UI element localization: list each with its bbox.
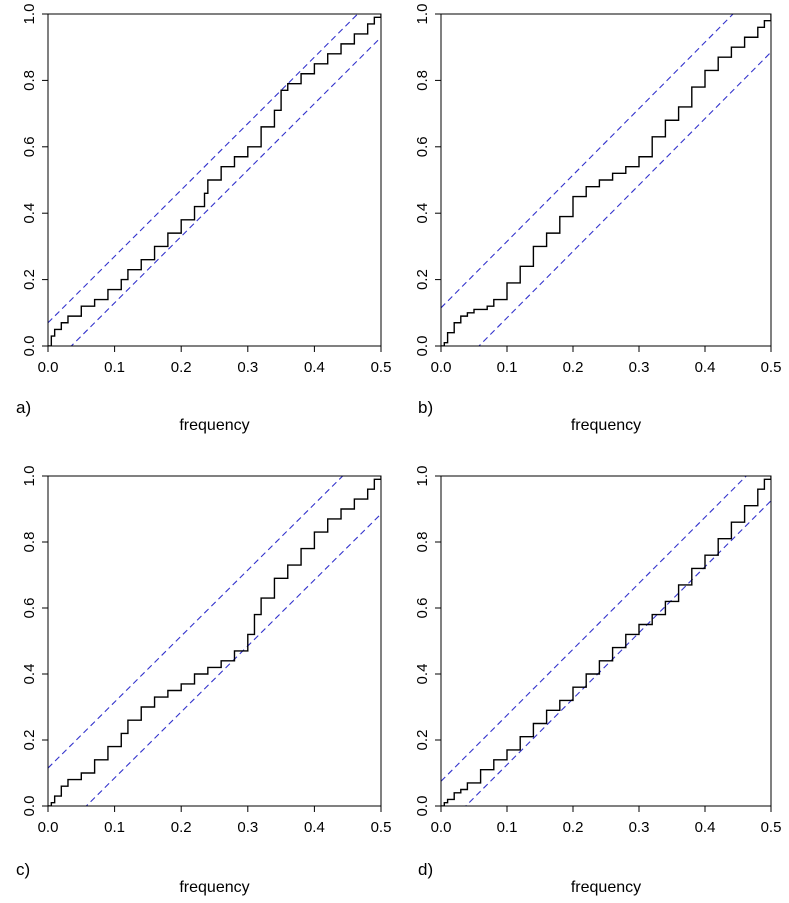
lower-band-line — [478, 51, 771, 346]
y-tick-label: 0.0 — [21, 796, 38, 817]
panel-b: 0.0 0.1 0.2 0.3 0.4 0.5 0.0 0.2 0.4 0.6 0.8 1.0 freq… — [414, 4, 782, 434]
x-tick-label: 0.0 — [431, 819, 452, 836]
upper-band-line — [48, 14, 359, 324]
y-tick-label: 0.2 — [21, 730, 38, 751]
x-axis-label: frequency — [571, 417, 641, 434]
x-tick-label: 0.3 — [237, 359, 258, 376]
cumulative-periodogram-line — [441, 14, 771, 346]
y-tick-label: 1.0 — [414, 466, 431, 487]
x-tick-label: 0.3 — [629, 819, 650, 836]
y-tick-label: 1.0 — [21, 4, 38, 25]
x-tick-label: 0.1 — [104, 359, 125, 376]
x-tick-label: 0.1 — [104, 819, 125, 836]
x-tick-label: 0.0 — [38, 359, 59, 376]
y-tick-label: 0.4 — [414, 203, 431, 224]
y-tick-label: 0.2 — [414, 730, 431, 751]
y-tick-label: 0.6 — [414, 136, 431, 157]
y-tick-label: 0.8 — [414, 70, 431, 91]
y-tick-label: 0.2 — [414, 269, 431, 290]
y-tick-label: 0.6 — [21, 136, 38, 157]
x-tick-label: 0.2 — [171, 359, 192, 376]
x-tick-label: 0.4 — [695, 359, 716, 376]
x-tick-label: 0.1 — [497, 819, 518, 836]
y-tick-label: 0.6 — [414, 598, 431, 619]
y-tick-label: 0.6 — [21, 598, 38, 619]
panel-label-d: d) — [418, 860, 434, 879]
cumulative-periodogram-line — [441, 476, 771, 806]
x-tick-label: 0.4 — [304, 819, 325, 836]
x-tick-label: 0.3 — [237, 819, 258, 836]
x-tick-label: 0.4 — [304, 359, 325, 376]
x-axis-label: frequency — [179, 879, 249, 896]
y-tick-label: 0.8 — [21, 532, 38, 553]
panel-d: 0.0 0.1 0.2 0.3 0.4 0.5 0.0 0.2 0.4 0.6 0.8 1.0 freq… — [414, 466, 782, 896]
panel-c: 0.0 0.1 0.2 0.3 0.4 0.5 0.0 0.2 0.4 0.6 0.8 1.0 freq… — [21, 466, 392, 896]
lower-band-line — [70, 36, 381, 346]
panel-a: 0.0 0.1 0.2 0.3 0.4 0.5 0.0 0.2 0.4 0.6 0.8 1.0 freq… — [21, 4, 392, 434]
y-tick-label: 0.4 — [414, 664, 431, 685]
panel-label-c: c) — [16, 860, 31, 879]
x-tick-label: 0.0 — [38, 819, 59, 836]
x-tick-label: 0.5 — [371, 819, 392, 836]
x-axis-label: frequency — [179, 417, 249, 434]
cumulative-periodogram-line — [48, 14, 381, 346]
x-tick-label: 0.4 — [695, 819, 716, 836]
x-axis-label: frequency — [571, 879, 641, 896]
upper-band-line — [441, 14, 734, 309]
plot-frame — [440, 475, 772, 807]
x-tick-label: 0.5 — [371, 359, 392, 376]
y-tick-label: 0.0 — [414, 336, 431, 357]
cumulative-periodogram-line — [48, 476, 381, 806]
x-tick-label: 0.0 — [431, 359, 452, 376]
plot-frame — [47, 13, 382, 347]
y-tick-label: 0.4 — [21, 203, 38, 224]
x-tick-label: 0.5 — [761, 819, 782, 836]
y-tick-label: 0.8 — [21, 70, 38, 91]
y-tick-label: 1.0 — [21, 466, 38, 487]
lower-band-line — [464, 500, 771, 806]
x-tick-label: 0.1 — [497, 359, 518, 376]
y-tick-label: 0.4 — [21, 664, 38, 685]
panel-label-a: a) — [16, 398, 32, 417]
y-tick-label: 0.0 — [21, 336, 38, 357]
lower-band-line — [85, 513, 381, 806]
plot-frame — [47, 475, 382, 807]
y-tick-label: 0.2 — [21, 269, 38, 290]
x-tick-label: 0.2 — [563, 359, 584, 376]
x-tick-label: 0.3 — [629, 359, 650, 376]
plot-frame — [440, 13, 772, 347]
y-tick-label: 1.0 — [414, 4, 431, 25]
panel-label-b: b) — [418, 398, 434, 417]
x-tick-label: 0.2 — [171, 819, 192, 836]
y-tick-label: 0.0 — [414, 796, 431, 817]
y-tick-label: 0.8 — [414, 532, 431, 553]
x-tick-label: 0.5 — [761, 359, 782, 376]
upper-band-line — [441, 476, 748, 782]
x-tick-label: 0.2 — [563, 819, 584, 836]
upper-band-line — [48, 476, 344, 769]
